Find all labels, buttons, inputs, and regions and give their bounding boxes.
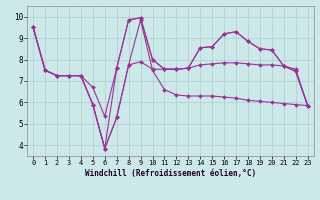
X-axis label: Windchill (Refroidissement éolien,°C): Windchill (Refroidissement éolien,°C) bbox=[85, 169, 256, 178]
